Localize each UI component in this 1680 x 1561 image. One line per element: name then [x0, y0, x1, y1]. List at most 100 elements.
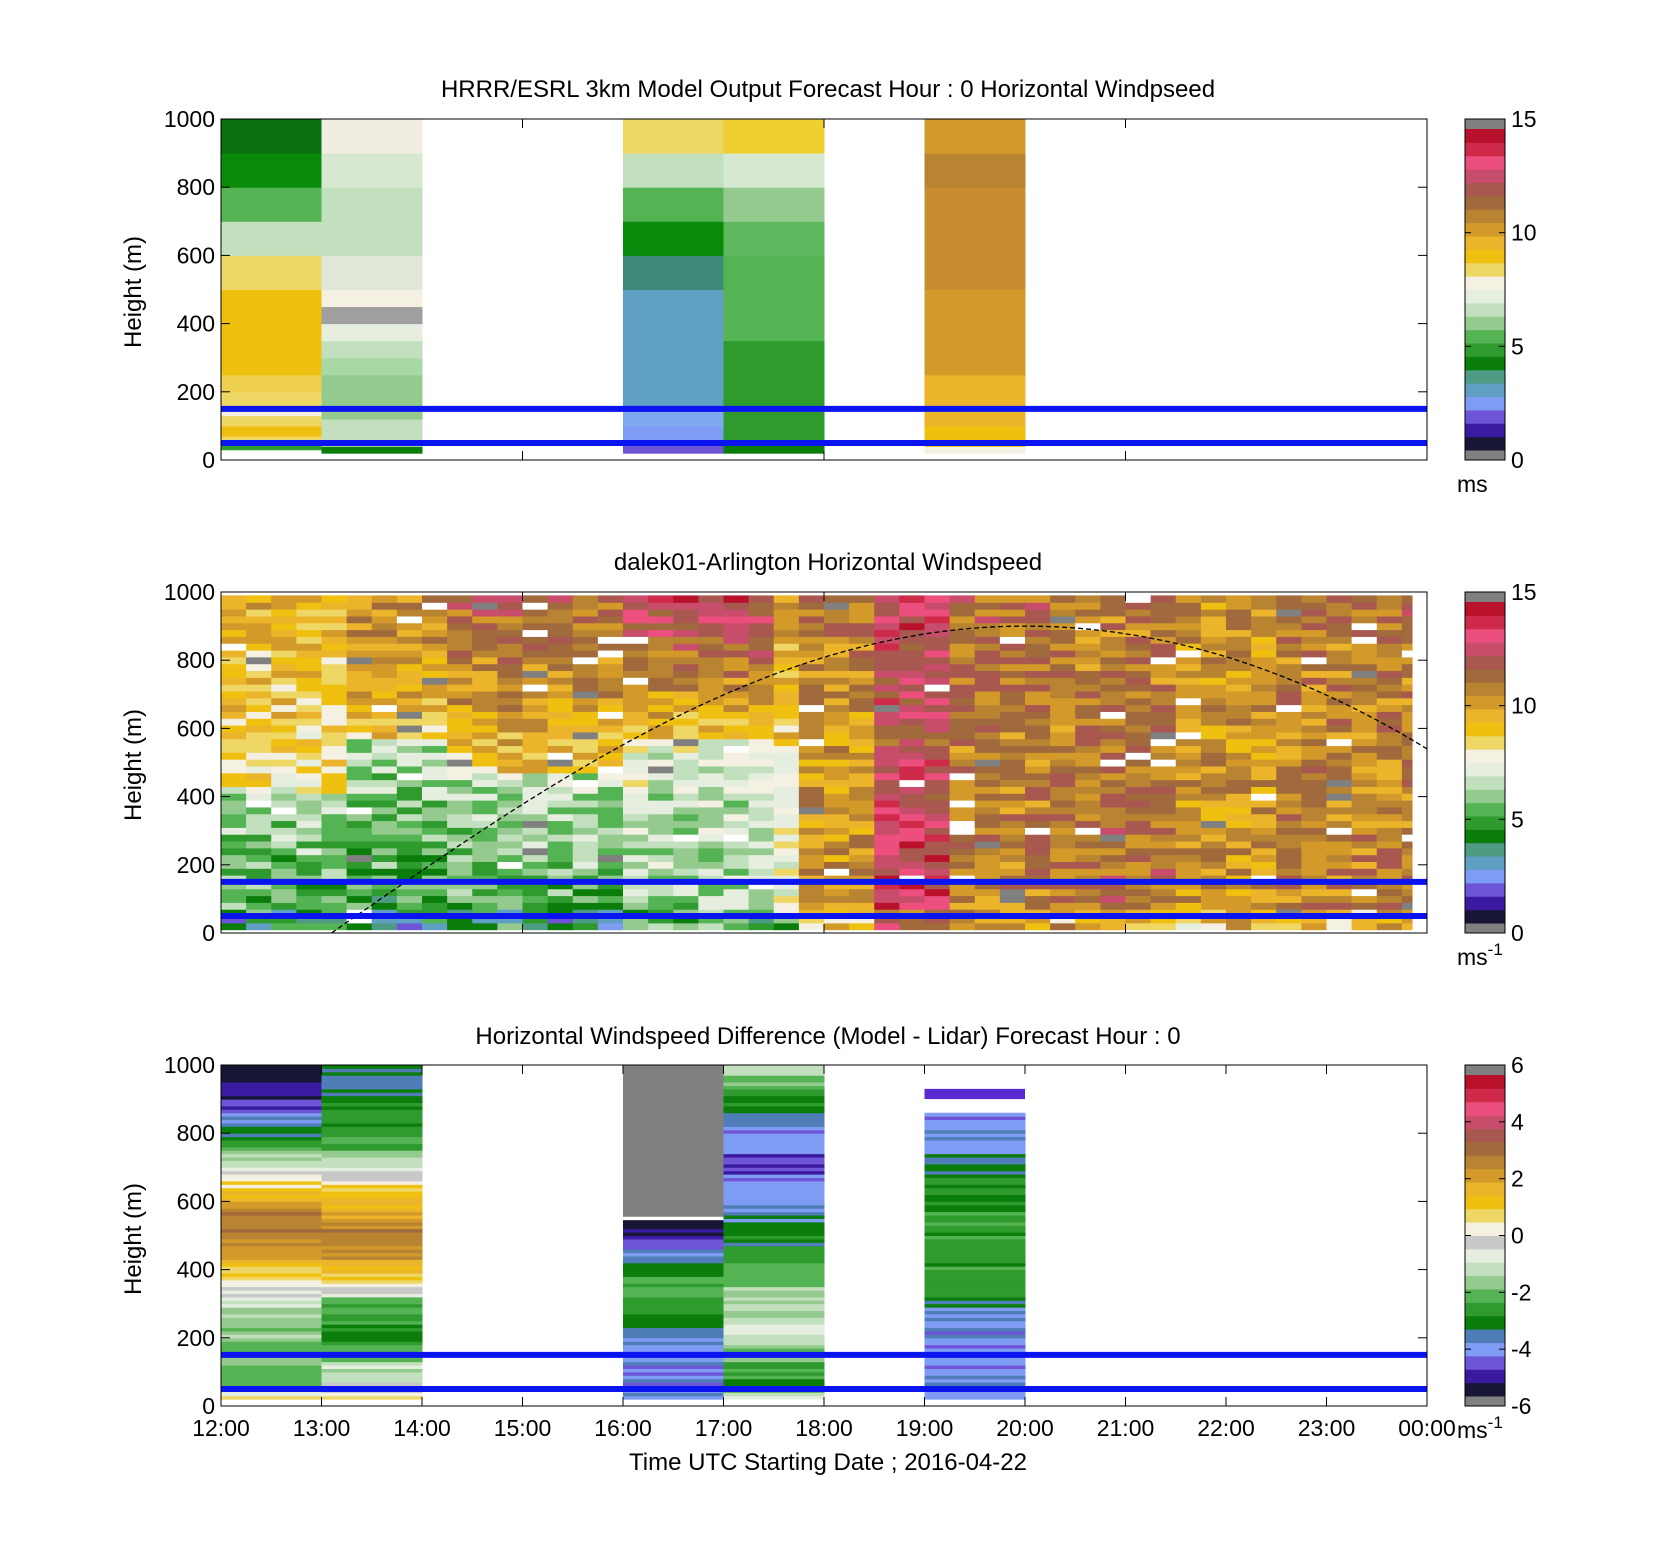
lidar-cell [246, 827, 272, 835]
lidar-cell [597, 724, 624, 733]
lidar-cell [723, 765, 750, 774]
lidar-cell [246, 677, 272, 685]
lidar-cell [824, 684, 850, 692]
lidar-cell [824, 643, 850, 651]
lidar-cell [999, 602, 1026, 610]
lidar-cell [1251, 915, 1277, 924]
lidar-cell [522, 684, 549, 692]
lidar-cell [824, 895, 850, 903]
colorbar-swatch [1465, 655, 1505, 670]
difference-cell [723, 1266, 825, 1271]
difference-cell [723, 1092, 825, 1097]
colorbar-tick-label: 10 [1511, 220, 1537, 246]
lidar-cell [698, 670, 725, 678]
lidar-cell [1100, 718, 1127, 726]
lidar-cell [673, 881, 699, 890]
colorbar-swatch [1465, 789, 1505, 804]
difference-cell [623, 1365, 724, 1369]
lidar-cell [798, 677, 825, 685]
lidar-cell [974, 622, 1001, 631]
difference-cell [623, 1341, 724, 1346]
lidar-cell [1401, 724, 1413, 733]
lidar-cell [949, 663, 976, 672]
difference-cell [723, 1375, 825, 1380]
lidar-cell [648, 772, 674, 781]
lidar-cell [849, 888, 875, 897]
lidar-cell [1376, 834, 1403, 842]
lidar-cell [472, 793, 498, 801]
lidar-cell [271, 888, 297, 897]
lidar-cell [396, 636, 423, 644]
difference-cell [924, 1122, 1026, 1127]
lidar-cell [773, 759, 800, 767]
lidar-cell [1150, 656, 1177, 665]
colorbar-swatch [1465, 722, 1505, 737]
lidar-cell [798, 772, 825, 781]
lidar-cell [798, 854, 825, 862]
lidar-cell [1276, 704, 1302, 712]
difference-cell [924, 1273, 1026, 1277]
lidar-cell [899, 759, 926, 767]
colorbar-tick-label: 15 [1511, 579, 1537, 605]
lidar-cell [246, 861, 272, 869]
lidar-cell [924, 806, 951, 815]
lidar-cell [1175, 895, 1202, 903]
difference-cell [221, 1102, 322, 1107]
lidar-cell [296, 663, 323, 672]
lidar-cell [1301, 697, 1328, 706]
lidar-cell [271, 752, 297, 760]
lidar-cell [1175, 602, 1202, 610]
lidar-cell [472, 622, 498, 631]
lidar-cell [1025, 827, 1051, 835]
lidar-cell [1100, 840, 1127, 849]
lidar-cell [271, 609, 297, 617]
lidar-cell [1251, 629, 1277, 637]
lidar-cell [1050, 895, 1076, 903]
lidar-cell [1226, 868, 1252, 876]
difference-cell [723, 1276, 825, 1281]
lidar-cell [1251, 902, 1277, 910]
lidar-cell [1226, 622, 1252, 631]
lidar-cell [271, 895, 297, 903]
lidar-cell [949, 779, 976, 787]
y-tick-label: 200 [177, 852, 215, 878]
lidar-cell [1150, 731, 1177, 740]
colorbar-tick-label: 4 [1511, 1109, 1524, 1135]
lidar-cell [623, 800, 649, 808]
lidar-cell [422, 731, 448, 740]
lidar-cell [849, 800, 875, 808]
lidar-cell [1075, 847, 1101, 856]
lidar-cell [422, 697, 448, 706]
lidar-cell [1276, 738, 1302, 747]
lidar-cell [346, 902, 373, 910]
lidar-cell [1150, 806, 1177, 815]
lidar-cell [673, 656, 699, 665]
lidar-cell [497, 915, 524, 924]
difference-cell [623, 1273, 724, 1277]
lidar-cell [623, 772, 649, 781]
lidar-cell [1050, 793, 1076, 801]
lidar-cell [1226, 806, 1252, 815]
lidar-cell [497, 868, 524, 876]
lidar-cell [1301, 806, 1328, 815]
lidar-cell [824, 793, 850, 801]
lidar-cell [623, 602, 649, 610]
lidar-cell [1200, 752, 1227, 760]
lidar-cell [899, 738, 926, 747]
lidar-cell [798, 643, 825, 651]
lidar-cell [824, 704, 850, 712]
difference-cell [924, 1160, 1026, 1165]
lidar-cell [472, 745, 498, 753]
difference-cell [221, 1395, 322, 1400]
difference-cell [221, 1180, 322, 1185]
lidar-cell [547, 868, 574, 876]
difference-cell [723, 1283, 825, 1288]
difference-cell [221, 1266, 322, 1271]
lidar-cell [673, 718, 699, 726]
lidar-cell [522, 677, 549, 685]
lidar-cell [1150, 622, 1177, 631]
colorbar-swatch [1465, 682, 1505, 697]
lidar-cell [296, 861, 323, 869]
lidar-cell [522, 595, 549, 603]
lidar-cell [321, 888, 348, 897]
